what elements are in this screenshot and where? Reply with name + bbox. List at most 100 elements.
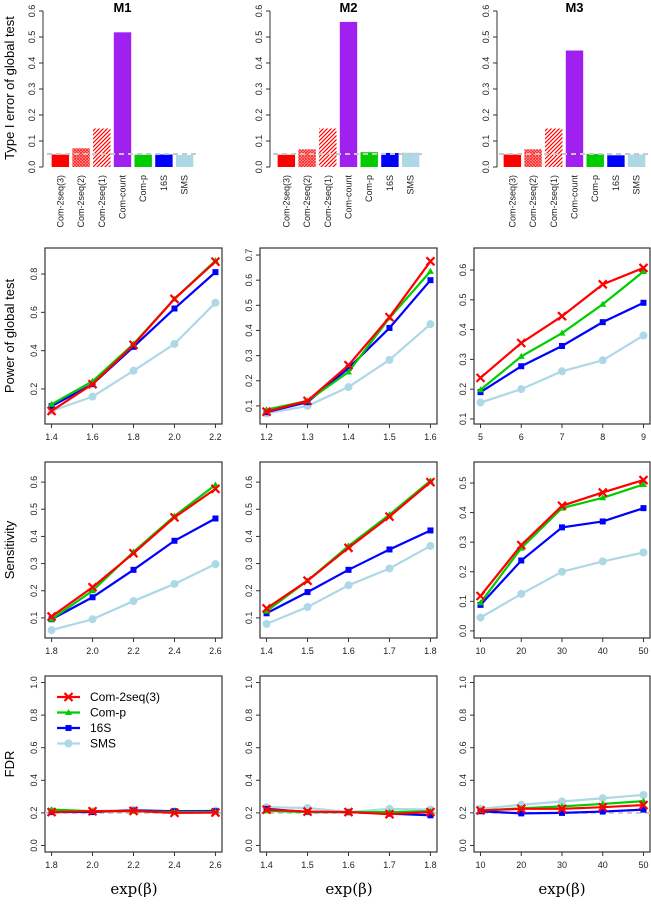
- point-Com-2seq(3): [261, 406, 272, 417]
- y-tick-label: 0.1: [29, 612, 39, 625]
- point-Com-2seq(3): [261, 804, 272, 815]
- point-SMS: [211, 560, 220, 569]
- y-tick-label: 0.1: [458, 595, 468, 608]
- point-Com-2seq(3): [87, 806, 98, 817]
- y-tick-label: 0.8: [244, 709, 254, 722]
- row-label-power: Power of global test: [2, 279, 17, 394]
- y-tick-label: 0.0: [481, 161, 491, 174]
- point-16S: [427, 812, 434, 819]
- point-Com-2seq(3): [475, 591, 486, 601]
- bar-Com-p: [360, 152, 378, 167]
- point-Com-p: [477, 599, 485, 606]
- y-tick-label: 1.0: [244, 676, 254, 689]
- bar-Com-p: [586, 154, 604, 167]
- y-tick-label: 0.4: [244, 324, 254, 337]
- y-tick-label: 0.4: [481, 57, 491, 70]
- point-Com-2seq(3): [128, 548, 139, 559]
- x-tick-label: Com-2seq(2): [528, 175, 538, 228]
- x-tick-label: Com-2seq(3): [281, 175, 291, 228]
- x-tick-label: 7: [559, 432, 564, 442]
- plot-box: [259, 247, 438, 425]
- x-tick-label: 2.0: [86, 646, 99, 656]
- x-tick-label: 2.4: [168, 646, 181, 656]
- y-tick-label: 0.3: [458, 353, 468, 366]
- x-tick-label: 1.8: [45, 860, 58, 870]
- y-tick-label: 0.0: [29, 839, 39, 852]
- bar-Com-2seq(2): [298, 149, 316, 167]
- point-Com-p: [517, 352, 525, 359]
- bar-Com-2seq(2): [72, 148, 90, 167]
- bar-Com-2seq(1): [93, 128, 111, 167]
- point-16S: [599, 518, 606, 525]
- x-tick-label: 2.2: [127, 860, 140, 870]
- y-tick-label: 0.3: [254, 83, 264, 96]
- y-tick-label: 0.3: [29, 557, 39, 570]
- y-tick-label: 0.1: [27, 135, 37, 148]
- y-tick-label: 1.0: [29, 676, 39, 689]
- bar-SMS: [175, 155, 194, 167]
- y-tick-label: 0.4: [29, 774, 39, 787]
- point-Com-2seq(3): [384, 511, 395, 522]
- bar-SMS: [627, 154, 646, 167]
- x-tick-label: 1.4: [342, 432, 355, 442]
- x-tick-label: 2.6: [209, 860, 222, 870]
- x-tick-label: 2.2: [209, 432, 222, 442]
- panel-title: M2: [339, 0, 357, 15]
- x-tick-label: 5: [478, 432, 483, 442]
- point-SMS: [639, 548, 648, 557]
- plot-box: [259, 461, 438, 639]
- bar-SMS: [401, 152, 420, 167]
- bar-Com-count: [339, 21, 358, 168]
- y-tick-label: 0.4: [29, 344, 39, 357]
- x-axis-label-m2: exp(β): [325, 880, 372, 898]
- point-Com-2seq(3): [343, 543, 354, 553]
- point-Com-2seq(3): [475, 373, 486, 383]
- point-SMS: [262, 619, 271, 628]
- point-Com-2seq(3): [638, 475, 649, 485]
- point-Com-2seq(3): [516, 804, 527, 814]
- y-tick-label: 0.5: [458, 477, 468, 490]
- y-tick-label: 0.6: [244, 476, 254, 489]
- point-16S: [427, 277, 434, 284]
- y-tick-label: 0.6: [29, 741, 39, 754]
- y-tick-label: 0.2: [458, 383, 468, 396]
- series-line-16S: [479, 507, 644, 606]
- x-tick-label: 1.6: [86, 432, 99, 442]
- x-tick-label: 1.6: [342, 860, 355, 870]
- bar-Com-2seq(3): [503, 154, 522, 167]
- point-SMS: [211, 298, 220, 307]
- point-Com-2seq(3): [384, 809, 395, 819]
- bar-Com-p: [134, 154, 152, 167]
- x-tick-label: 40: [598, 646, 608, 656]
- x-axis-label-m1: exp(β): [110, 880, 157, 898]
- y-tick-label: 0.0: [254, 161, 264, 174]
- point-Com-2seq(3): [516, 338, 527, 348]
- x-tick-label: 1.5: [383, 432, 396, 442]
- point-Com-2seq(3): [557, 804, 567, 814]
- point-SMS: [385, 564, 394, 573]
- x-tick-label: 16S: [611, 175, 621, 191]
- plot-box: [473, 675, 651, 853]
- y-tick-label: 0.2: [244, 374, 254, 387]
- point-16S: [212, 269, 219, 276]
- legend-label: Com-2seq(3): [90, 690, 160, 704]
- x-tick-label: 1.7: [383, 860, 396, 870]
- panel-r3-c1: 0.0 0.2 0.4 0.6 0.8 1.0 1.4 1.5 1.6 1.7 1.8: [244, 675, 438, 870]
- x-tick-label: 16S: [159, 175, 169, 191]
- point-SMS: [598, 557, 607, 566]
- point-Com-2seq(3): [128, 340, 139, 350]
- y-tick-label: 0.1: [244, 612, 254, 625]
- y-tick-label: 0.2: [29, 584, 39, 597]
- row-label-type1: Type I error of global test: [2, 16, 17, 160]
- x-tick-label: 1.5: [301, 860, 314, 870]
- point-Com-2seq(3): [425, 807, 436, 817]
- x-tick-label: 2.6: [209, 646, 222, 656]
- point-SMS: [517, 385, 526, 394]
- panel-r1-c2: 0.1 0.2 0.3 0.4 0.5 0.6 5 6 7 8 9: [458, 247, 651, 442]
- point-Com-2seq(3): [343, 360, 354, 370]
- x-tick-label: Com-2seq(1): [323, 175, 333, 228]
- y-tick-label: 0.5: [458, 294, 468, 307]
- point-SMS: [170, 339, 179, 348]
- y-tick-label: 0.5: [254, 31, 264, 44]
